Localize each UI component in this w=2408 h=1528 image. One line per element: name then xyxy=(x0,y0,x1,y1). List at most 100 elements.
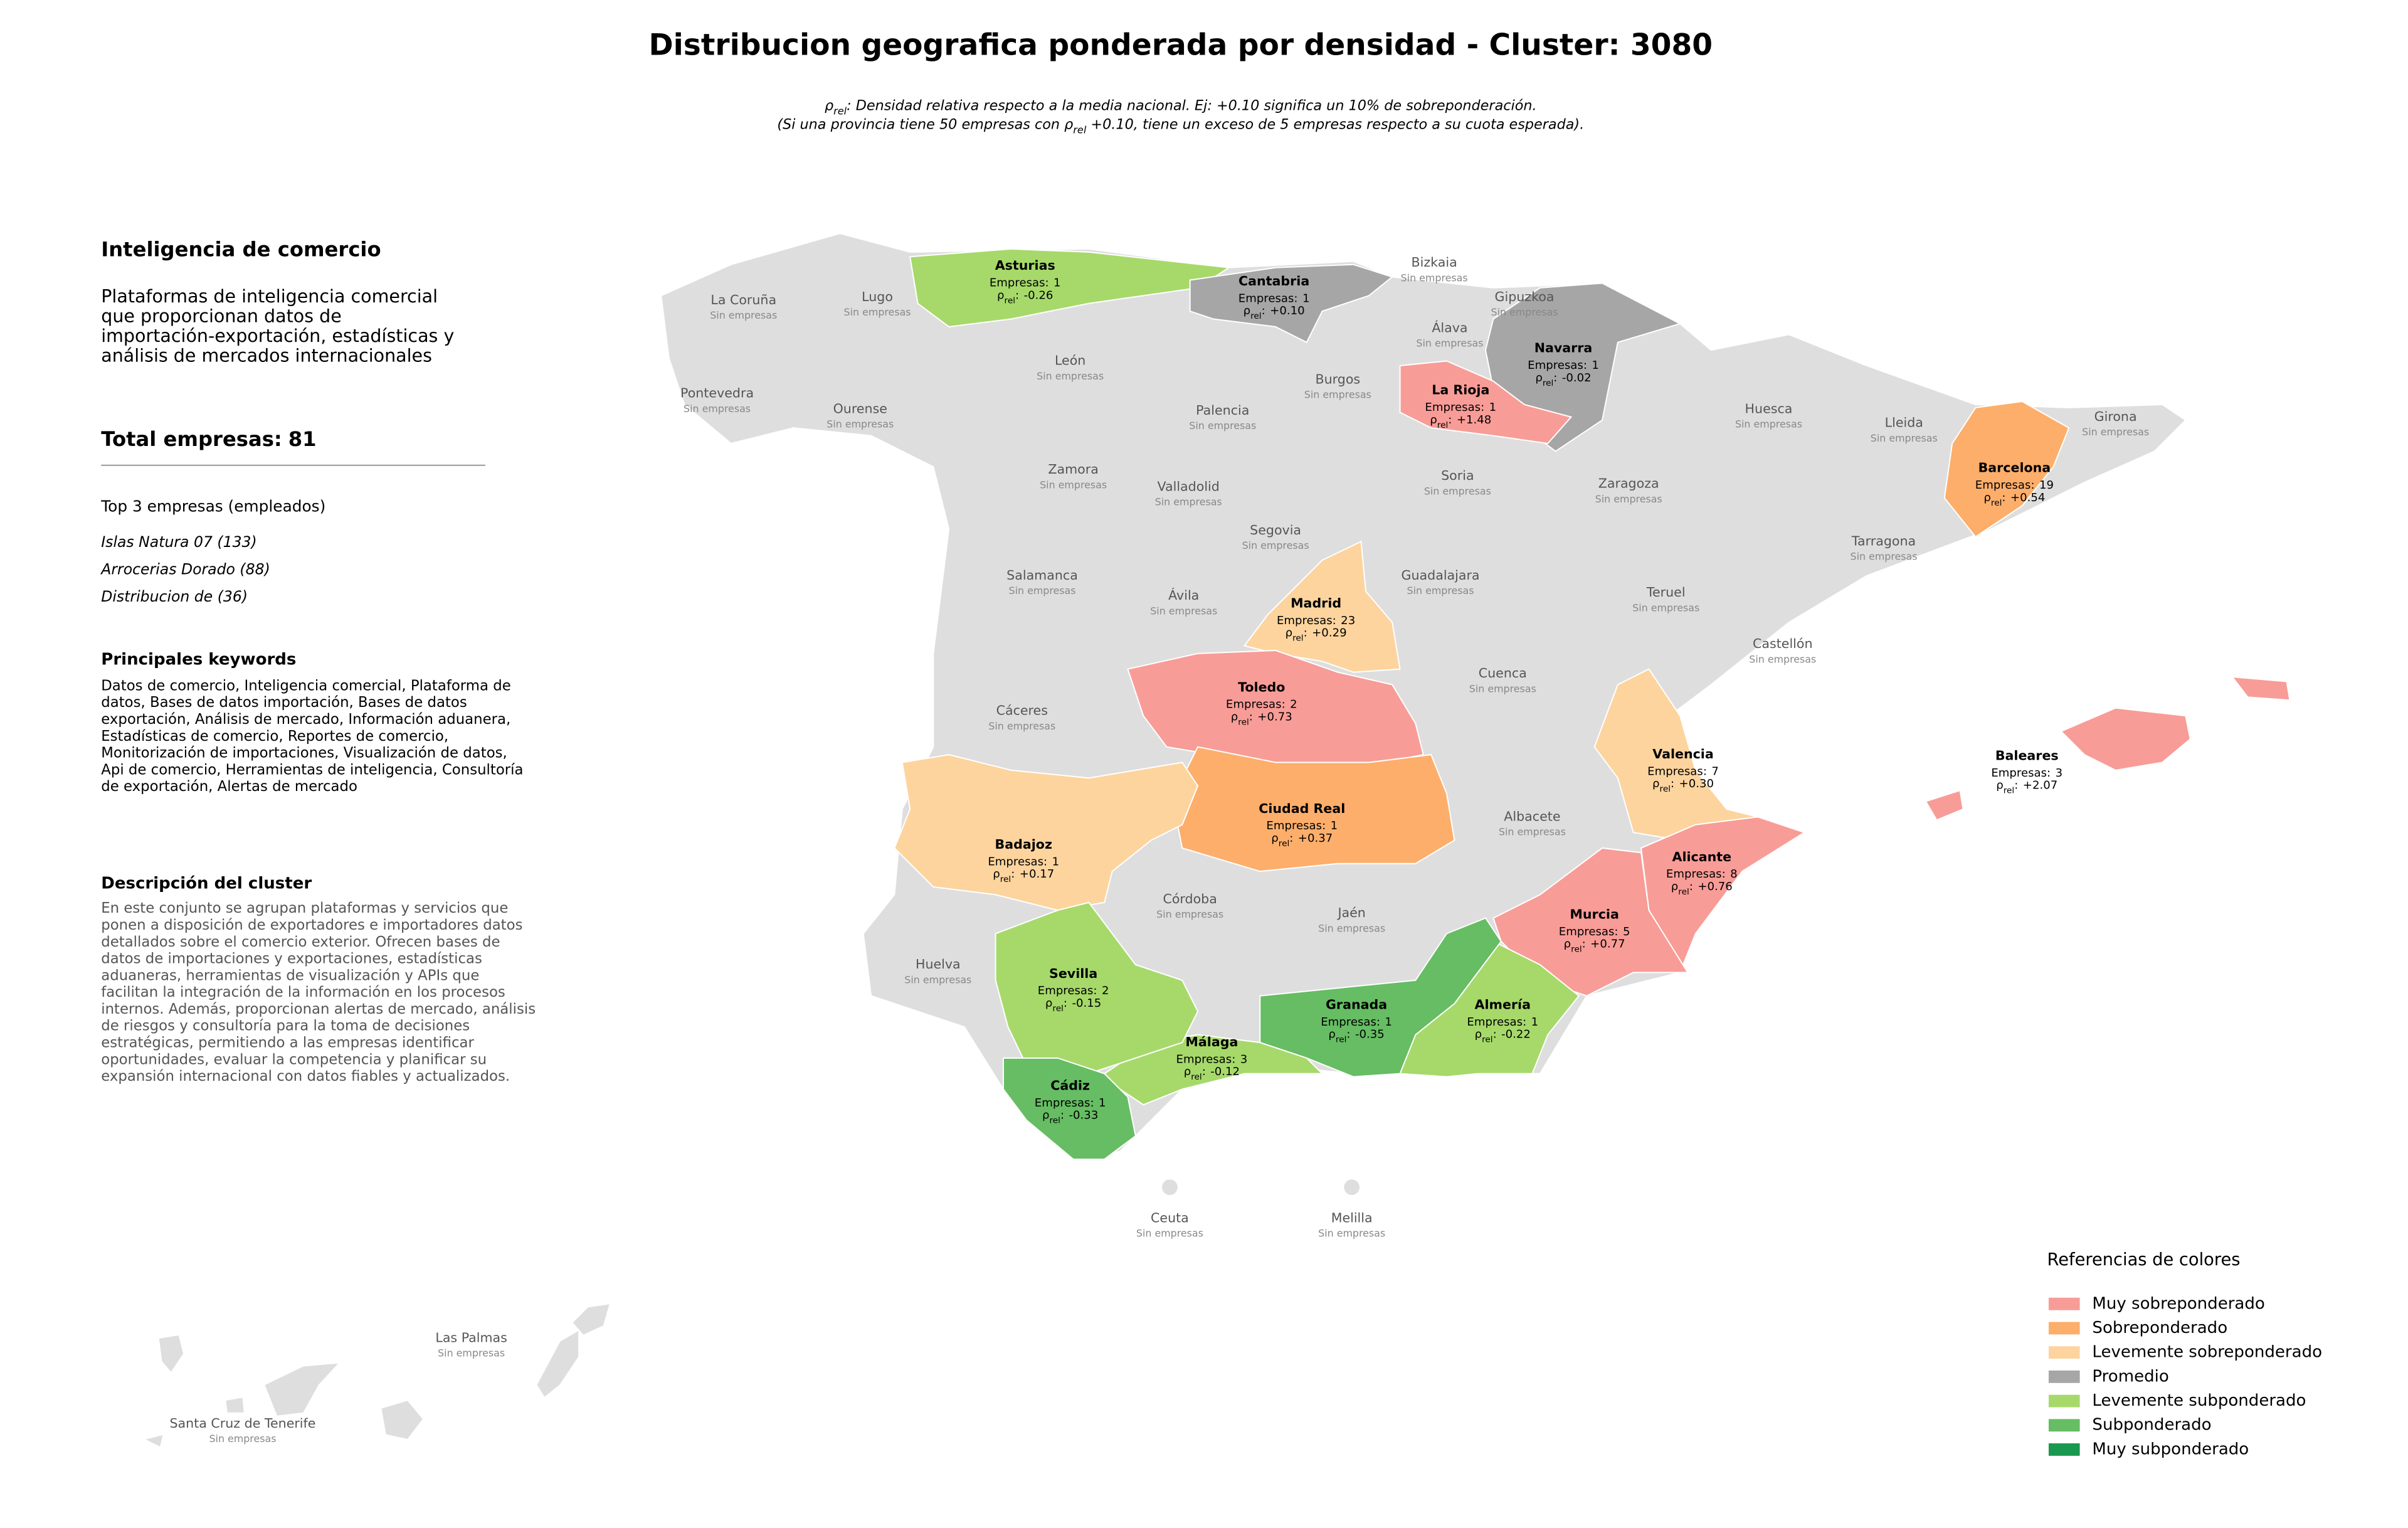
legend-swatch xyxy=(2048,1297,2080,1310)
no-companies: Sin empresas xyxy=(1136,1228,1203,1239)
count-prefix: Empresas: xyxy=(1277,614,1336,627)
rho-separator: : xyxy=(2014,779,2018,792)
legend-title: Referencias de colores xyxy=(2047,1250,2240,1270)
rho-symbol: ρ xyxy=(1430,413,1437,427)
panel-description: que proporcionan datos de xyxy=(101,305,342,326)
count-prefix: Empresas: xyxy=(1038,984,1097,997)
province-name: Cuenca xyxy=(1479,666,1527,681)
count-value: 19 xyxy=(2039,479,2054,492)
top-title: Top 3 empresas (empleados) xyxy=(100,497,325,516)
rho-subscript: rel xyxy=(1571,945,1582,955)
province-shape xyxy=(2231,676,2291,701)
province-count: Empresas: 1 xyxy=(1266,819,1338,832)
rho-subscript: rel xyxy=(1678,887,1689,897)
province-name: Lugo xyxy=(862,289,893,304)
count-prefix: Empresas: xyxy=(1467,1016,1526,1029)
cluster-line: internos. Además, proporcionan alertas d… xyxy=(101,1001,536,1017)
island xyxy=(381,1399,424,1440)
province-name: Valencia xyxy=(1652,746,1714,761)
count-value: 23 xyxy=(1341,614,1355,627)
province-name: Asturias xyxy=(995,258,1055,273)
rho-symbol: ρ xyxy=(1328,1028,1336,1041)
province-count: Empresas: 1 xyxy=(1467,1016,1538,1029)
province-count: Empresas: 8 xyxy=(1666,867,1738,881)
no-companies: Sin empresas xyxy=(1318,922,1385,934)
panel-description: análisis de mercados internacionales xyxy=(101,345,432,366)
legend-swatch xyxy=(2048,1443,2080,1456)
province xyxy=(1943,400,2070,538)
keywords-line: de exportación, Alertas de mercado xyxy=(101,778,357,795)
province-name: Soria xyxy=(1441,468,1474,483)
no-companies: Sin empresas xyxy=(1401,272,1468,284)
subtitle-part: ρ xyxy=(825,97,833,114)
rho-subscript: rel xyxy=(1336,1035,1346,1045)
province-shape xyxy=(1003,1057,1136,1160)
rho-symbol: ρ xyxy=(1983,491,1991,504)
province-rho: ρrel: -0.12 xyxy=(1184,1065,1240,1082)
province-name: Castellón xyxy=(1753,636,1813,651)
keywords-line: Api de comercio, Herramientas de intelig… xyxy=(101,761,523,778)
cluster-line: ponen a disposición de exportadores e im… xyxy=(101,917,522,933)
rho-separator: : xyxy=(1060,1109,1064,1122)
rho-separator: : xyxy=(1582,938,1586,951)
rho-subscript: rel xyxy=(1238,718,1249,728)
no-companies: Sin empresas xyxy=(1749,653,1816,665)
top-item: Arrocerias Dorado (88) xyxy=(100,561,270,578)
no-companies: Sin empresas xyxy=(1424,485,1491,497)
rho-separator: : xyxy=(1448,413,1452,427)
panel-description: Plataformas de inteligencia comercial xyxy=(101,286,438,307)
map-base xyxy=(143,233,2187,1448)
rho-symbol: ρ xyxy=(1535,371,1542,385)
province-name: Pontevedra xyxy=(680,386,754,401)
count-value: 2 xyxy=(1102,984,1109,997)
rho-separator: : xyxy=(1304,627,1307,640)
subtitle-part: +0.10, tiene un exceso de 5 empresas res… xyxy=(1086,116,1584,132)
keywords-line: exportación, Análisis de mercado, Inform… xyxy=(101,711,510,728)
province-count: Empresas: 3 xyxy=(1176,1053,1248,1066)
province-name: Cáceres xyxy=(996,703,1048,718)
province-count: Empresas: 1 xyxy=(1528,359,1599,372)
province-count: Empresas: 5 xyxy=(1559,925,1630,938)
province xyxy=(995,901,1199,1074)
rho-subscript: rel xyxy=(1049,1116,1060,1126)
legend-label: Muy subponderado xyxy=(2092,1440,2249,1458)
cluster-line: facilitan la integración de la informaci… xyxy=(101,984,505,1000)
rho-value: -0.22 xyxy=(1501,1028,1531,1041)
province-count: Empresas: 1 xyxy=(990,276,1061,289)
cluster-line: detallados sobre el comercio exterior. O… xyxy=(101,934,500,950)
subtitle-part: (Si una provincia tiene 50 empresas con … xyxy=(777,116,1073,132)
province-name: Santa Cruz de Tenerife xyxy=(170,1416,316,1431)
subscript: rel xyxy=(833,105,847,117)
rho-value: +0.29 xyxy=(1312,627,1346,640)
rho-separator: : xyxy=(1553,371,1557,385)
no-companies: Sin empresas xyxy=(1407,585,1474,597)
rho-subscript: rel xyxy=(1543,378,1553,388)
rho-value: -0.33 xyxy=(1069,1109,1099,1122)
rho-value: -0.15 xyxy=(1072,997,1101,1010)
province-name: Tarragona xyxy=(1851,533,1916,548)
province-name: Álava xyxy=(1432,319,1467,335)
island xyxy=(536,1329,579,1398)
rho-value: +1.48 xyxy=(1457,413,1491,427)
no-companies: Sin empresas xyxy=(1150,605,1217,617)
province-name: Burgos xyxy=(1316,371,1361,386)
count-prefix: Empresas: xyxy=(1321,1016,1380,1029)
count-value: 1 xyxy=(1489,401,1497,414)
rho-value: +0.76 xyxy=(1698,880,1732,893)
province-name: Baleares xyxy=(1995,748,2059,763)
province-count: Empresas: 7 xyxy=(1647,765,1719,778)
province-name: La Rioja xyxy=(1432,383,1489,398)
no-companies: Sin empresas xyxy=(438,1347,505,1359)
province-name: Gipuzkoa xyxy=(1495,289,1555,304)
province-rho: ρrel: +0.17 xyxy=(993,867,1054,884)
count-value: 8 xyxy=(1730,867,1738,881)
rho-value: +0.77 xyxy=(1590,938,1625,951)
rho-subscript: rel xyxy=(1660,784,1671,794)
province-shape xyxy=(1189,263,1394,344)
province-name: Almería xyxy=(1475,997,1531,1012)
province-name: La Coruña xyxy=(710,292,776,307)
province-count: Empresas: 23 xyxy=(1277,614,1355,627)
province-name: Zamora xyxy=(1048,462,1098,477)
city-enclave xyxy=(1162,1179,1178,1196)
no-companies: Sin empresas xyxy=(684,403,751,415)
